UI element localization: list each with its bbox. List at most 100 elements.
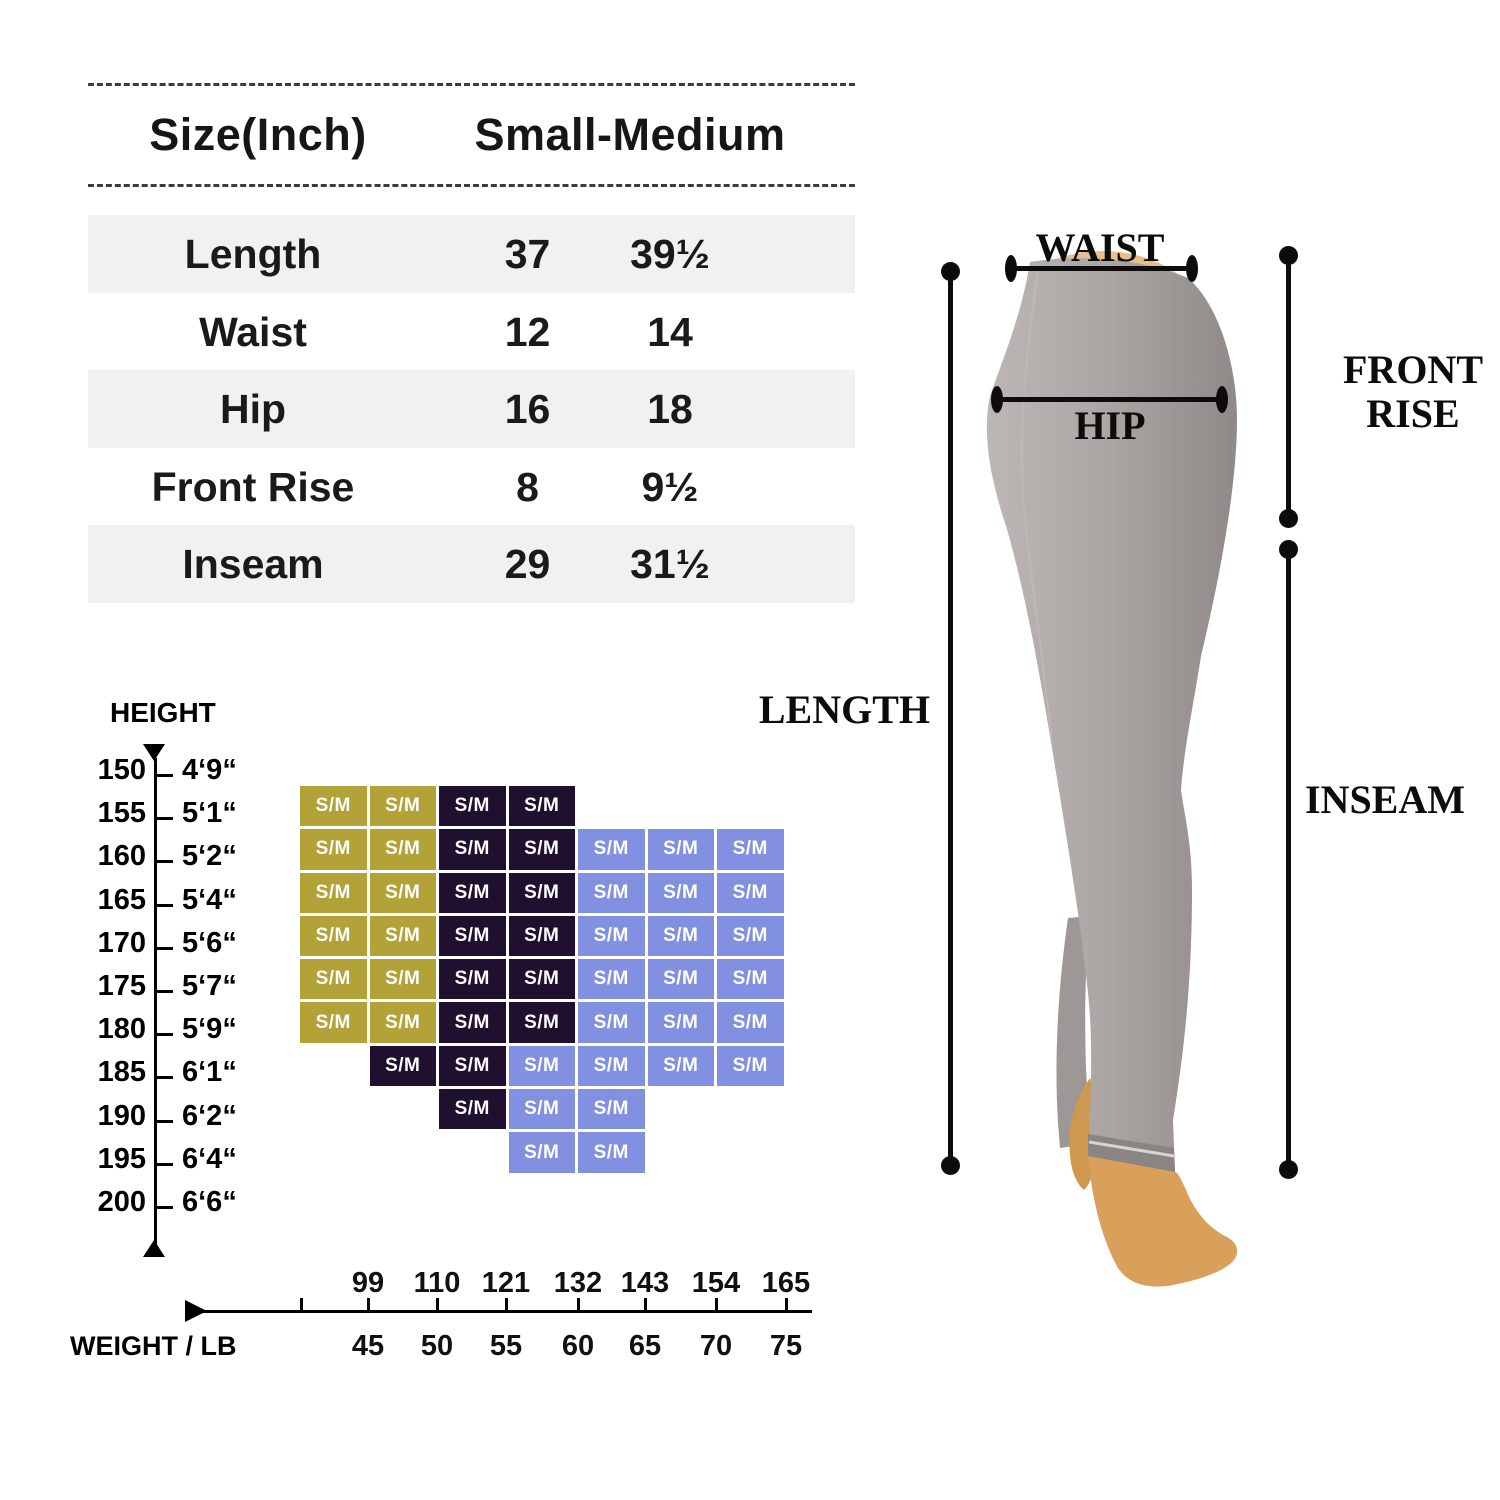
size-cell: S/M [439,1002,506,1043]
height-ft-label: 5‘4“ [182,883,237,916]
front-rise-measure-line [1286,255,1291,519]
size-cell: S/M [300,1002,367,1043]
weight-tick [715,1298,718,1311]
leggings-seam [1020,269,1053,745]
height-tick [156,1119,173,1123]
inseam-annotation-label: INSEAM [1304,777,1466,822]
height-tick [156,1206,173,1209]
weight-kg-label: 75 [769,1330,803,1362]
height-tick [156,1162,173,1166]
size-cell: S/M [439,915,506,957]
weight-axis-line [202,1310,812,1313]
size-cell: S/M [439,872,506,913]
front-rise-label-line1: FRONT [1343,347,1483,392]
table-row: Front Rise 8 9½ [88,448,855,526]
row-value-2: 9½ [641,464,699,510]
size-cell: S/M [717,915,784,957]
hip-line-endpoint [1216,386,1228,413]
height-cm-label: 180 [97,1013,146,1046]
row-value-1: 12 [504,309,551,355]
grid-empty-cell [578,786,645,826]
length-line-endpoint [941,262,960,281]
grid-empty-cell [717,1089,784,1129]
size-cell: S/M [578,1132,645,1173]
grid-empty-cell [717,786,784,826]
height-ft-label: 5‘9“ [182,1013,237,1046]
height-tick [156,990,173,993]
weight-tick [436,1298,439,1311]
length-line-endpoint [941,1156,960,1175]
size-cell: S/M [717,829,784,870]
height-ft-label: 6‘2“ [182,1099,237,1132]
grid-empty-cell [717,1132,784,1172]
size-cell: S/M [717,1002,784,1043]
grid-empty-cell [648,1089,715,1129]
size-cell: S/M [300,915,367,957]
inseam-measure-line [1286,549,1291,1170]
size-cell: S/M [508,915,575,957]
size-cell: S/M [578,915,645,957]
size-cell: S/M [369,829,436,870]
height-ft-label: 6‘1“ [182,1056,237,1089]
height-axis-title: HEIGHT [110,697,216,728]
size-cell: S/M [508,1045,575,1087]
weight-kg-label: 45 [351,1330,385,1362]
height-ft-label: 5‘1“ [182,797,237,830]
cuff-stripe [1088,1140,1175,1158]
size-recommendation-grid: S/M S/M S/M S/M S/M S/M S/M S/M S/M S/M S/M S/M S/M S… [300,786,784,1173]
weight-lb-label: 165 [761,1267,811,1299]
size-cell: S/M [508,872,575,913]
size-cell: S/M [647,915,714,957]
row-value-2: 14 [647,309,693,355]
back-leg [1056,916,1090,1148]
height-ft-label: 5‘7“ [182,970,237,1002]
grid-empty-cell [370,1089,437,1129]
size-cell: S/M [647,959,714,1000]
height-cm-label: 195 [97,1142,146,1175]
height-ft-label: 5‘2“ [182,840,237,873]
size-cell: S/M [369,1002,436,1043]
size-cell: S/M [717,1045,784,1087]
size-cell: S/M [439,1089,506,1130]
height-tick [156,774,173,777]
front-rise-label-line2: RISE [1366,391,1460,436]
grid-empty-cell [370,1132,437,1172]
leggings-cuff [1088,1134,1175,1172]
grid-empty-cell [439,1132,506,1172]
grid-empty-cell [300,1089,367,1129]
size-cell: S/M [369,786,436,827]
hip-annotation-label: HIP [1074,403,1146,448]
hip-measure-line [998,397,1222,402]
size-cell: S/M [300,829,367,870]
height-tick [156,817,173,821]
row-value-1: 16 [504,386,551,432]
table-dashed-border-bottom [88,184,855,187]
height-ft-label: 6‘4“ [182,1142,237,1175]
front-rise-annotation-label: FRONT RISE [1313,348,1500,436]
weight-tick [505,1298,508,1311]
size-cell: S/M [439,829,506,870]
weight-lb-label: 110 [413,1267,461,1299]
size-cell: S/M [508,1002,575,1043]
height-cm-label: 190 [97,1099,146,1132]
height-tick [156,903,173,907]
row-label: Front Rise [151,464,355,510]
row-value-2: 39½ [630,231,710,277]
inseam-line-endpoint [1279,540,1298,559]
height-tick [156,860,173,864]
height-ft-label: 6‘6“ [182,1186,237,1218]
weight-lb-label: 121 [481,1267,531,1299]
size-cell: S/M [439,959,506,1000]
size-cell: S/M [717,959,784,1000]
table-header-size: Size(Inch) [149,109,367,160]
table-row: Inseam 29 31½ [88,525,855,603]
weight-kg-label: 55 [489,1330,523,1362]
height-cm-label: 185 [97,1056,146,1089]
height-tick [156,946,173,950]
size-cell: S/M [508,829,575,870]
size-cell: S/M [647,1002,714,1043]
height-tick [156,1033,173,1037]
front-rise-line-endpoint [1279,246,1298,265]
weight-kg-label: 70 [699,1330,733,1362]
